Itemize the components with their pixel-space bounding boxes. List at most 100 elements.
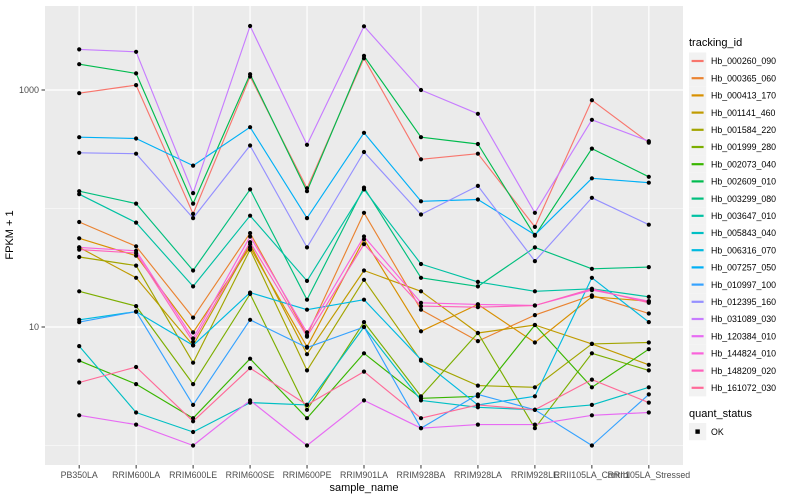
data-point-Hb_031089_030 bbox=[77, 47, 82, 52]
data-point-Hb_001999_280 bbox=[589, 351, 595, 356]
data-point-Hb_001141_460 bbox=[646, 362, 651, 367]
data-point-Hb_161072_030 bbox=[361, 369, 367, 374]
data-point-Hb_120384_010 bbox=[134, 422, 139, 427]
data-point-Hb_010997_100 bbox=[77, 320, 82, 325]
data-point-Hb_002073_040 bbox=[361, 351, 367, 356]
legend-entry-label-Hb_007257_050: Hb_007257_050 bbox=[711, 263, 776, 273]
legend-entry-label-Hb_010997_100: Hb_010997_100 bbox=[711, 280, 776, 290]
x-tick-label-RRIM901LA: RRIM901LA bbox=[340, 470, 388, 480]
data-point-Hb_000260_090 bbox=[77, 91, 82, 96]
data-point-Hb_002609_010 bbox=[248, 72, 253, 77]
data-point-Hb_120384_010 bbox=[304, 443, 310, 448]
data-point-Hb_031089_030 bbox=[304, 142, 310, 147]
data-point-Hb_002073_040 bbox=[589, 385, 595, 390]
data-point-Hb_003647_010 bbox=[361, 187, 367, 192]
data-point-Hb_006316_070 bbox=[532, 394, 538, 399]
legend-entry-label-Hb_001999_280: Hb_001999_280 bbox=[711, 142, 776, 152]
data-point-Hb_010997_100 bbox=[304, 345, 310, 350]
data-point-Hb_007257_050 bbox=[589, 176, 595, 181]
data-point-Hb_002073_040 bbox=[646, 347, 651, 352]
data-point-Hb_002073_040 bbox=[191, 416, 196, 421]
data-point-Hb_031089_030 bbox=[248, 23, 253, 29]
data-point-Hb_002609_010 bbox=[589, 146, 595, 151]
data-point-Hb_007257_050 bbox=[77, 135, 82, 140]
data-point-Hb_003647_010 bbox=[532, 289, 538, 294]
data-point-Hb_000413_170 bbox=[77, 236, 82, 241]
legend-entry-label-Hb_120384_010: Hb_120384_010 bbox=[711, 331, 776, 341]
data-point-Hb_000260_090 bbox=[418, 157, 424, 162]
data-point-Hb_144824_010 bbox=[418, 300, 424, 305]
legend-entry-label-Hb_000413_170: Hb_000413_170 bbox=[711, 91, 776, 101]
data-point-Hb_002609_010 bbox=[475, 141, 480, 147]
data-point-Hb_002073_040 bbox=[532, 322, 538, 328]
data-point-Hb_148209_020 bbox=[77, 247, 82, 252]
data-point-Hb_031089_030 bbox=[532, 210, 538, 215]
data-point-Hb_006316_070 bbox=[191, 343, 196, 348]
data-point-Hb_001584_220 bbox=[134, 263, 139, 268]
data-point-Hb_144824_010 bbox=[304, 330, 310, 335]
data-point-Hb_007257_050 bbox=[532, 232, 538, 237]
data-point-Hb_012395_160 bbox=[248, 143, 253, 148]
data-point-Hb_001141_460 bbox=[418, 289, 424, 294]
x-tick-label-RRIM600PE: RRIM600PE bbox=[283, 470, 332, 480]
legend-entry-label-Hb_006316_070: Hb_006316_070 bbox=[711, 245, 776, 255]
data-point-Hb_002073_040 bbox=[304, 416, 310, 421]
data-point-Hb_012395_160 bbox=[475, 183, 480, 188]
legend-entry-label-Hb_000260_090: Hb_000260_090 bbox=[711, 56, 776, 66]
legend-entry-label-Hb_003647_010: Hb_003647_010 bbox=[711, 211, 776, 221]
data-point-Hb_001584_220 bbox=[646, 340, 651, 345]
data-point-Hb_001584_220 bbox=[248, 247, 253, 252]
legend-entry-label-Hb_012395_160: Hb_012395_160 bbox=[711, 297, 776, 307]
data-point-Hb_144824_010 bbox=[191, 336, 196, 341]
data-point-Hb_120384_010 bbox=[191, 443, 196, 448]
data-point-Hb_001999_280 bbox=[475, 330, 480, 336]
data-point-Hb_001584_220 bbox=[475, 383, 480, 388]
data-point-Hb_148209_020 bbox=[418, 304, 424, 309]
data-point-Hb_161072_030 bbox=[77, 380, 82, 385]
data-point-Hb_010997_100 bbox=[361, 324, 367, 330]
data-point-Hb_002609_010 bbox=[134, 71, 139, 76]
data-point-Hb_010997_100 bbox=[191, 402, 196, 407]
data-point-Hb_000260_090 bbox=[304, 186, 310, 191]
data-point-Hb_005843_040 bbox=[134, 410, 139, 415]
data-point-Hb_005843_040 bbox=[646, 385, 651, 390]
data-point-Hb_148209_020 bbox=[248, 240, 253, 245]
data-point-Hb_005843_040 bbox=[77, 344, 82, 349]
data-point-Hb_031089_030 bbox=[134, 49, 139, 54]
data-point-Hb_120384_010 bbox=[589, 413, 595, 418]
data-point-Hb_006316_070 bbox=[646, 320, 651, 325]
data-point-Hb_007257_050 bbox=[361, 130, 367, 135]
legend-entry-label-Hb_001141_460: Hb_001141_460 bbox=[711, 108, 776, 118]
data-point-Hb_001584_220 bbox=[191, 360, 196, 365]
data-point-Hb_003299_080 bbox=[532, 245, 538, 250]
data-point-Hb_000365_060 bbox=[475, 339, 480, 344]
data-point-Hb_002609_010 bbox=[304, 189, 310, 194]
data-point-Hb_005843_040 bbox=[191, 429, 196, 435]
data-point-Hb_148209_020 bbox=[361, 242, 367, 247]
data-point-Hb_148209_020 bbox=[191, 339, 196, 344]
legend-entry-label-Hb_148209_020: Hb_148209_020 bbox=[711, 366, 776, 376]
data-point-Hb_003299_080 bbox=[134, 201, 139, 206]
data-point-Hb_148209_020 bbox=[475, 305, 480, 310]
x-axis-title: sample_name bbox=[329, 482, 398, 494]
data-point-Hb_001141_460 bbox=[304, 352, 310, 357]
data-point-Hb_161072_030 bbox=[646, 400, 651, 405]
data-point-Hb_000365_060 bbox=[134, 244, 139, 249]
data-point-Hb_003647_010 bbox=[134, 220, 139, 225]
data-point-Hb_012395_160 bbox=[361, 149, 367, 155]
data-point-Hb_005843_040 bbox=[589, 402, 595, 407]
data-point-Hb_000365_060 bbox=[191, 315, 196, 320]
data-point-Hb_144824_010 bbox=[361, 234, 367, 239]
x-tick-label-RRIM600SE: RRIM600SE bbox=[226, 470, 275, 480]
data-point-Hb_000260_090 bbox=[191, 211, 196, 216]
data-point-Hb_001999_280 bbox=[77, 289, 82, 294]
data-point-Hb_007257_050 bbox=[475, 197, 480, 202]
data-point-Hb_003647_010 bbox=[191, 284, 196, 289]
data-point-Hb_000260_090 bbox=[532, 224, 538, 229]
data-point-Hb_003299_080 bbox=[589, 266, 595, 271]
data-point-Hb_002609_010 bbox=[646, 174, 651, 179]
data-point-Hb_000365_060 bbox=[361, 210, 367, 215]
data-point-Hb_012395_160 bbox=[134, 151, 139, 156]
data-point-Hb_161072_030 bbox=[191, 419, 196, 424]
data-point-Hb_120384_010 bbox=[418, 426, 424, 431]
